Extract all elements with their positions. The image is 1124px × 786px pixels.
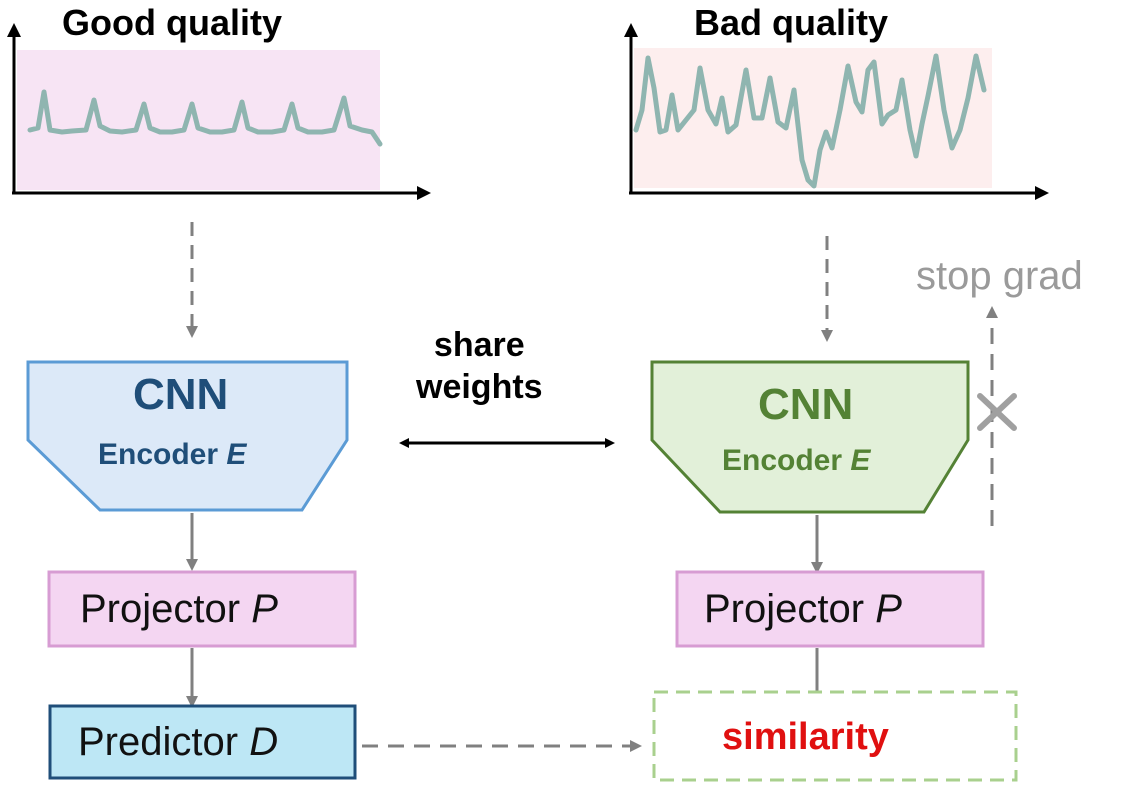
left-projector-box — [47, 570, 357, 648]
share-weights-line1: share — [433, 326, 525, 364]
right-encoder-symbol: E — [850, 444, 871, 477]
good-quality-title: Good quality — [62, 2, 282, 43]
right-projector-symbol: P — [875, 587, 902, 631]
stop-grad-cross-icon — [977, 393, 1017, 431]
right-encoder-subtitle: Encoder E — [722, 444, 870, 478]
similarity-box — [652, 690, 1018, 782]
left-encoder-title: CNN — [133, 370, 229, 419]
right-encoder-subtitle-text: Encoder — [722, 444, 843, 477]
stop-grad-label: stop grad — [916, 254, 1083, 298]
bad-quality-title: Bad quality — [694, 2, 889, 43]
predictor-box — [48, 704, 357, 780]
bad-signal-trace — [633, 53, 987, 189]
right-projector-label: Projector P — [704, 587, 902, 632]
good-signal-trace — [27, 89, 383, 147]
right-encoder-shape — [650, 360, 970, 514]
left-encoder-subtitle: Encoder E — [98, 438, 246, 472]
left-projector-symbol: P — [251, 587, 278, 631]
predictor-text: Predictor — [78, 720, 239, 764]
right-encoder-title: CNN — [758, 380, 854, 429]
predictor-label: Predictor D — [78, 720, 278, 765]
predictor-symbol: D — [249, 720, 279, 764]
left-projector-text: Projector — [80, 587, 241, 631]
right-projector-text: Projector — [704, 587, 865, 631]
left-encoder-shape — [26, 360, 349, 512]
left-encoder-symbol: E — [226, 438, 247, 471]
share-weights-line2: weights — [416, 368, 543, 406]
similarity-label: similarity — [722, 716, 889, 758]
left-encoder-subtitle-text: Encoder — [98, 438, 219, 471]
share-weights-label: share weights — [416, 324, 543, 408]
left-projector-label: Projector P — [80, 587, 278, 632]
right-projector-box — [675, 570, 985, 648]
